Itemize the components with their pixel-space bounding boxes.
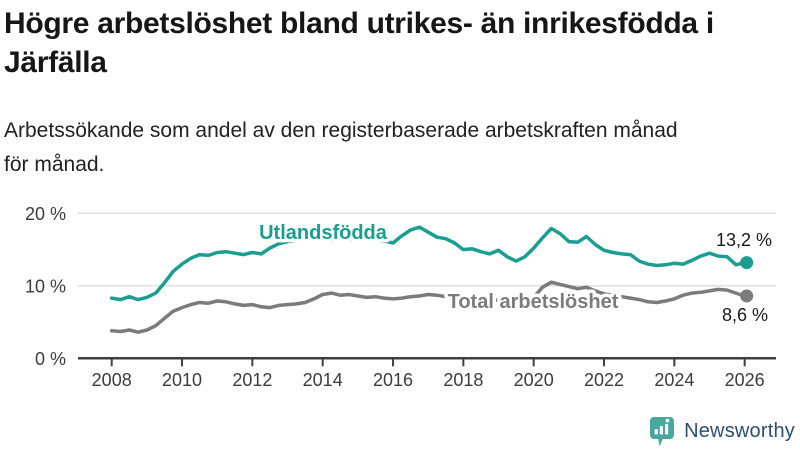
series-line-0 <box>109 225 747 302</box>
end-value-utlandsfodda: 13,2 % <box>716 230 772 250</box>
x-tick-label: 2012 <box>232 370 272 390</box>
x-tick-label: 2014 <box>303 370 343 390</box>
x-tick-label: 2026 <box>725 370 765 390</box>
x-tick-label: 2022 <box>584 370 624 390</box>
series-label-total-arbetsloshet: Total arbetslöshet <box>448 291 619 313</box>
series-end-dot-1 <box>740 289 754 303</box>
chart-title: Högre arbetslöshet bland utrikes- än inr… <box>4 4 794 82</box>
newsworthy-pin-barchart-icon <box>650 417 675 447</box>
x-tick-label: 2016 <box>373 370 413 390</box>
subtitle-line-1: Arbetssökande som andel av den registerb… <box>4 119 678 142</box>
end-value-total-arbetsloshet: 8,6 % <box>722 305 768 325</box>
series-label-utlandsfodda: Utlandsfödda <box>259 222 388 244</box>
chart-subtitle: Arbetssökande som andel av den registerb… <box>4 114 794 182</box>
x-axis: 2008 2010 2012 2014 2016 2018 2020 2022 2024 2026 <box>78 357 776 390</box>
newsworthy-logo[interactable]: Newsworthy <box>649 416 795 447</box>
x-tick-label: 2024 <box>654 370 694 390</box>
title-line-2: Järfälla <box>4 46 107 79</box>
series-line-1 <box>109 280 747 334</box>
y-tick-label: 0 % <box>35 349 66 369</box>
subtitle-line-2: för månad. <box>4 153 105 176</box>
end-dots <box>740 256 754 303</box>
series-lines <box>109 225 747 334</box>
gridlines <box>78 212 776 287</box>
y-tick-label: 20 % <box>25 204 66 224</box>
x-tick-label: 2020 <box>514 370 554 390</box>
y-axis-labels: 0 % 10 % 20 % <box>25 204 66 369</box>
title-line-1: Högre arbetslöshet bland utrikes- än inr… <box>4 7 714 40</box>
x-tick-label: 2018 <box>443 370 483 390</box>
newsworthy-brand-name: Newsworthy <box>684 420 795 442</box>
x-tick-label: 2008 <box>92 370 132 390</box>
series-end-dot-0 <box>740 256 754 270</box>
x-tick-label: 2010 <box>162 370 202 390</box>
y-tick-label: 10 % <box>25 276 66 296</box>
